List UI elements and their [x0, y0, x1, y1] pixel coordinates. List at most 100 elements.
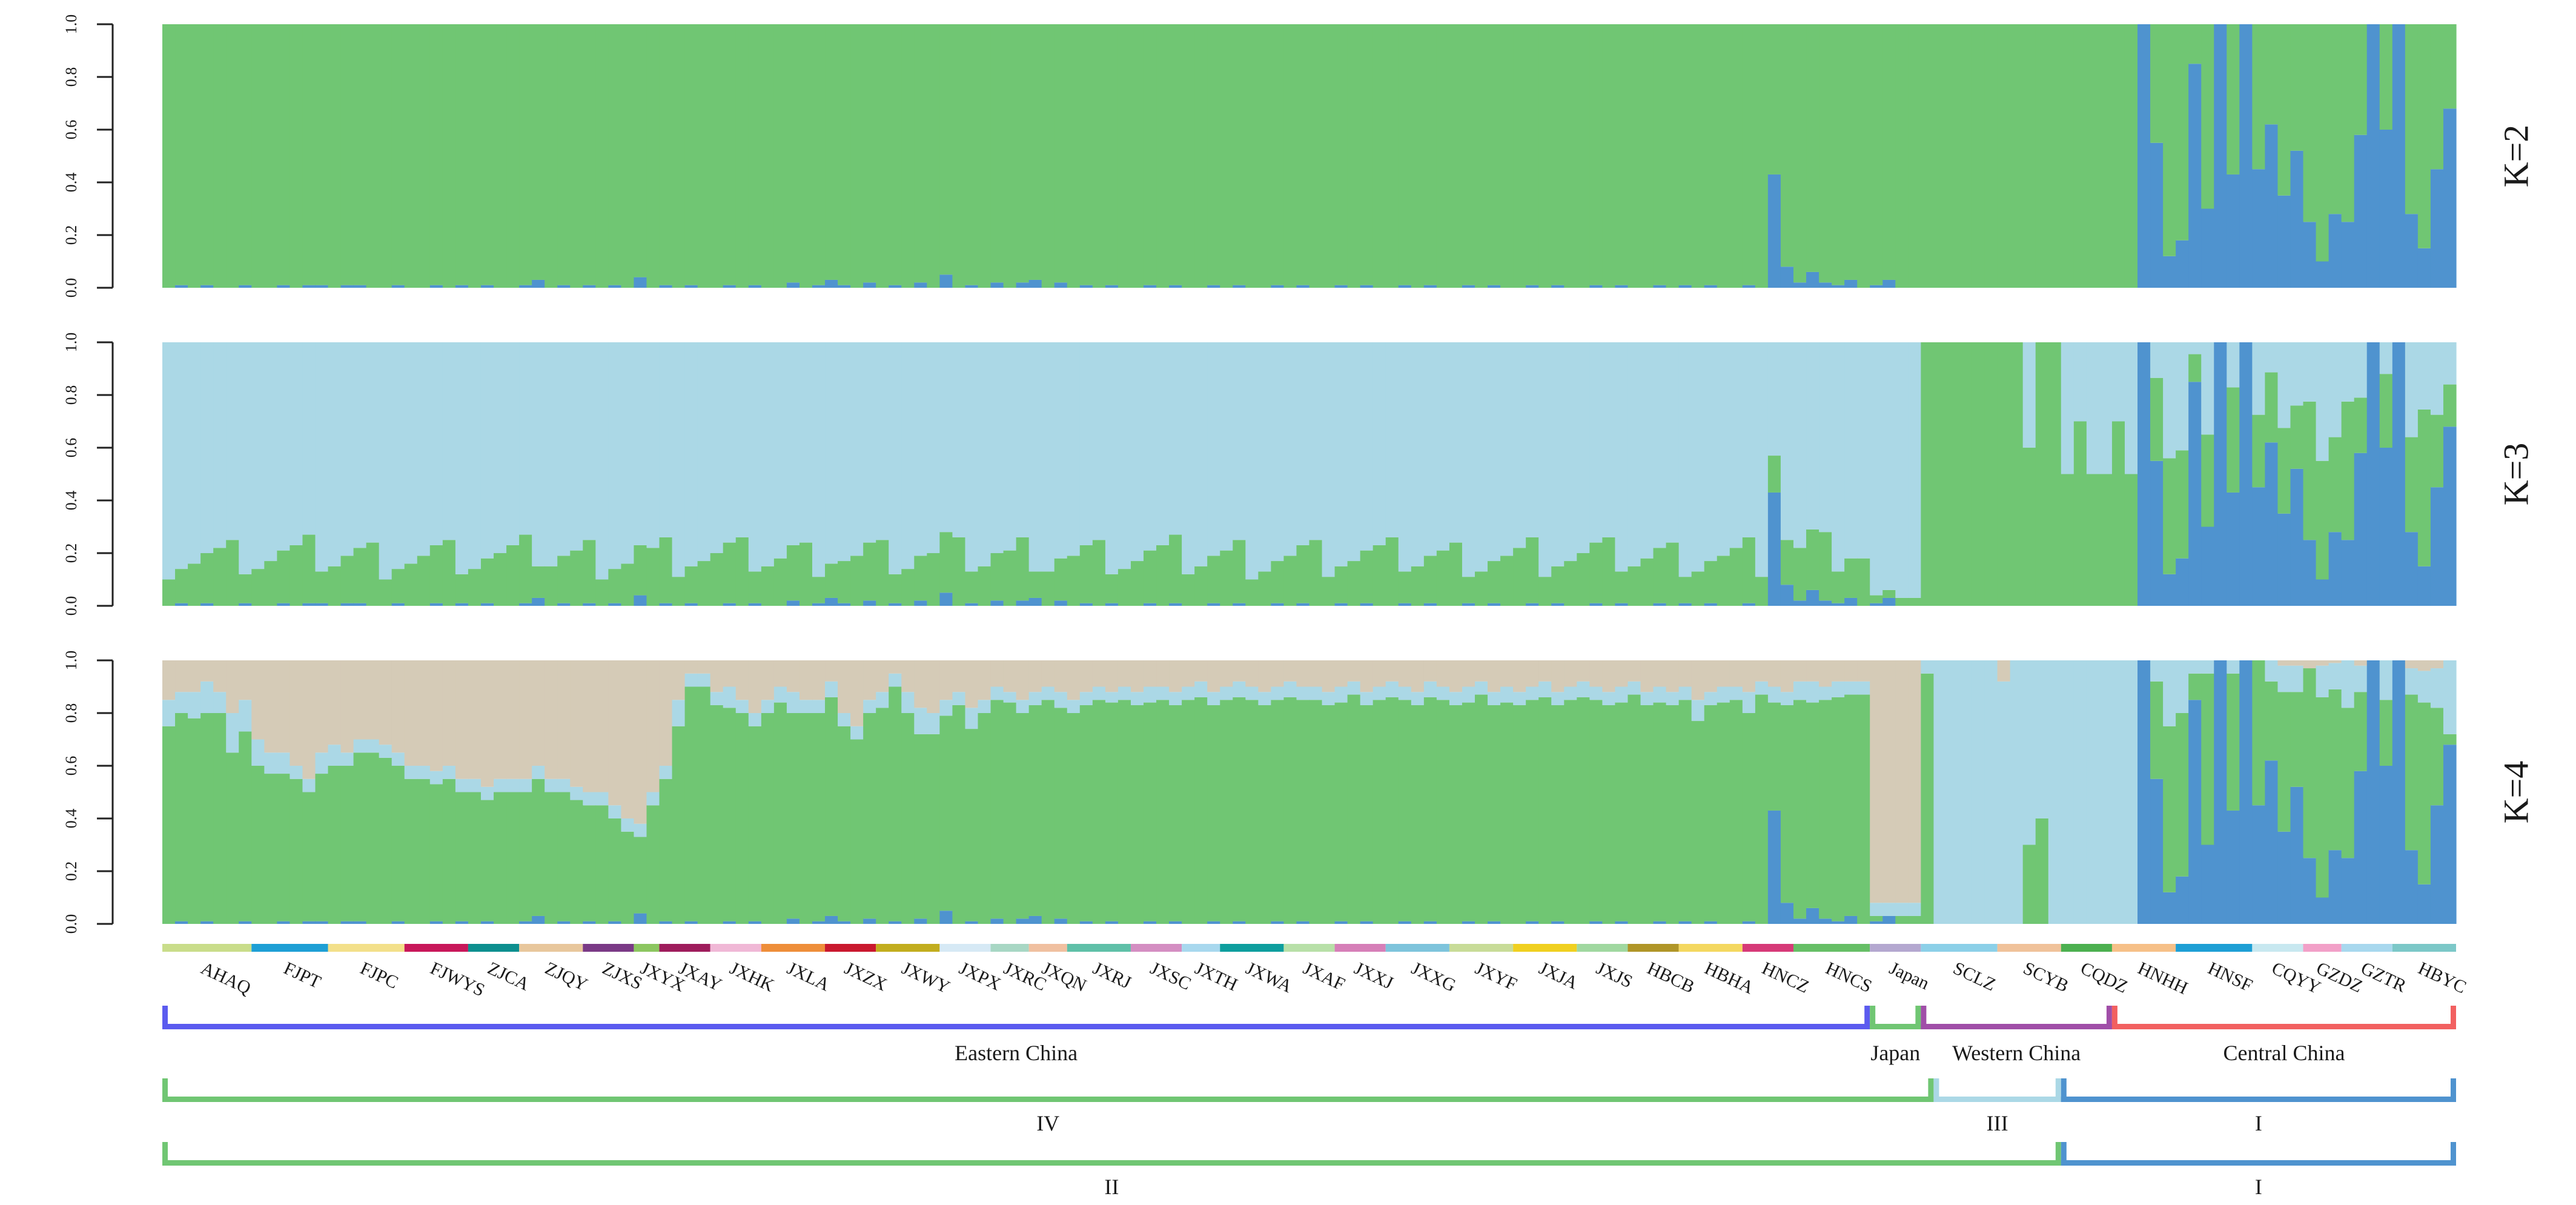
bar-segment-green: [340, 766, 354, 921]
bar-segment-green: [1054, 24, 1068, 283]
pop-label-japan: Japan: [1886, 958, 1932, 994]
bar-segment-green: [302, 792, 316, 921]
bar-segment-tan: [1538, 660, 1552, 682]
y-axis-1: 0.0 0.2 0.4 0.6 0.8 1.0: [62, 15, 114, 297]
bar-segment-tan: [659, 660, 673, 766]
bar-segment-light_blue: [1526, 342, 1539, 537]
bar-segment-green: [1946, 342, 1960, 606]
bar-segment-blue: [2227, 810, 2240, 924]
bar-segment-light_blue: [1067, 342, 1081, 556]
bar-segment-green: [277, 550, 290, 603]
bar-segment-green: [2443, 24, 2457, 109]
bar-segment-blue: [175, 921, 188, 924]
bar-segment-blue: [455, 603, 469, 606]
bar-segment-green: [1946, 24, 1960, 288]
bar-segment-tan: [786, 660, 800, 692]
bar-segment-blue: [939, 911, 953, 924]
pop-label-hbcb: HBCB: [1644, 958, 1698, 997]
bar-segment-green: [773, 702, 787, 924]
bar-segment-light_blue: [1156, 686, 1170, 700]
bar-segment-green: [914, 24, 927, 283]
bar-segment-blue: [2277, 831, 2291, 924]
bar-segment-tan: [1105, 660, 1119, 692]
bar-segment-light_blue: [812, 700, 826, 713]
bar-segment-light_blue: [2290, 342, 2304, 406]
bar-segment-green: [1526, 700, 1539, 921]
bar-segment-green: [290, 545, 303, 606]
bar-segment-light_blue: [2265, 342, 2279, 373]
bar-segment-green: [1475, 24, 1488, 288]
pop-strip-zjqy: [519, 944, 583, 952]
bar-segment-light_blue: [1767, 342, 1781, 456]
bar-segment-light_blue: [1054, 342, 1068, 559]
bar-segment-blue: [812, 285, 826, 288]
bar-segment-green: [1921, 24, 1935, 288]
bar-segment-light_blue: [1767, 686, 1781, 703]
bracket-tick: [2451, 1078, 2456, 1102]
bar-segment-green: [646, 548, 660, 606]
bar-segment-blue: [557, 603, 571, 606]
bar-segment-green: [1755, 24, 1769, 288]
bar-segment-green: [1921, 673, 1935, 924]
pop-strip-jxla: [761, 944, 826, 952]
bar-segment-light_blue: [1755, 681, 1769, 695]
bar-segment-light_blue: [2430, 668, 2444, 708]
bar-segment-green: [1092, 540, 1106, 606]
bar-segment-light_blue: [1997, 681, 2011, 924]
bar-segment-tan: [1589, 660, 1603, 687]
bar-segment-light_blue: [914, 342, 927, 556]
bar-segment-light_blue: [506, 342, 520, 545]
bar-segment-tan: [799, 660, 813, 700]
bar-segment-green: [264, 561, 277, 606]
pop-strip-jxth: [1182, 944, 1220, 952]
bar-segment-green: [1844, 694, 1858, 916]
bar-segment-blue: [1105, 603, 1119, 606]
bar-segment-green: [2354, 397, 2368, 453]
y-tick-label: 0.0: [62, 596, 80, 616]
bracket-tick: [162, 1142, 168, 1166]
bar-segment-blue: [838, 921, 851, 924]
bar-segment-green: [2163, 24, 2176, 256]
bar-segment-light_blue: [1271, 342, 1285, 562]
bar-segment-tan: [1245, 660, 1259, 687]
bar-segment-green: [825, 563, 838, 598]
bar-segment-light_blue: [1309, 686, 1323, 700]
bar-segment-tan: [1653, 660, 1667, 687]
bar-segment-green: [2316, 460, 2329, 580]
bar-segment-green: [213, 548, 227, 606]
pop-strip-ahaq: [162, 944, 252, 952]
bar-segment-blue: [2214, 342, 2227, 606]
bar-segment-green: [480, 24, 494, 285]
bar-segment-green: [1283, 697, 1297, 924]
bar-segment-blue: [2265, 124, 2279, 288]
bar-segment-light_blue: [340, 342, 354, 556]
bar-segment-green: [838, 24, 851, 285]
bar-segment-green: [1130, 705, 1144, 924]
bar-segment-light_blue: [1844, 681, 1858, 695]
bar-segment-green: [1079, 705, 1093, 921]
bar-segment-blue: [2316, 897, 2329, 924]
bar-segment-blue: [1780, 267, 1794, 288]
bar-segment-tan: [1271, 660, 1285, 687]
bar-segment-tan: [1895, 660, 1909, 903]
bar-segment-green: [1742, 713, 1756, 921]
bar-segment-light_blue: [1360, 692, 1374, 705]
bar-segment-green: [1908, 24, 1921, 288]
bar-segment-green: [532, 566, 545, 598]
pop-label-jxyf: JXYF: [1472, 958, 1520, 994]
pop-label-jxwy: JXWY: [899, 958, 953, 997]
bar-segment-green: [1717, 556, 1730, 606]
bar-segment-blue: [2163, 574, 2176, 606]
pop-strip-jxwy: [876, 944, 940, 952]
bar-segment-light_blue: [315, 752, 329, 774]
bar-segment-light_blue: [2176, 660, 2189, 713]
bar-segment-blue: [659, 921, 673, 924]
bar-segment-tan: [863, 660, 876, 700]
bar-segment-tan: [2303, 660, 2317, 669]
bar-segment-green: [1398, 700, 1412, 921]
bar-segment-light_blue: [494, 778, 507, 792]
bar-segment-green: [1513, 24, 1526, 288]
bar-segment-light_blue: [1819, 686, 1832, 700]
bar-segment-light_blue: [621, 342, 635, 564]
bar-segment-green: [889, 574, 902, 603]
